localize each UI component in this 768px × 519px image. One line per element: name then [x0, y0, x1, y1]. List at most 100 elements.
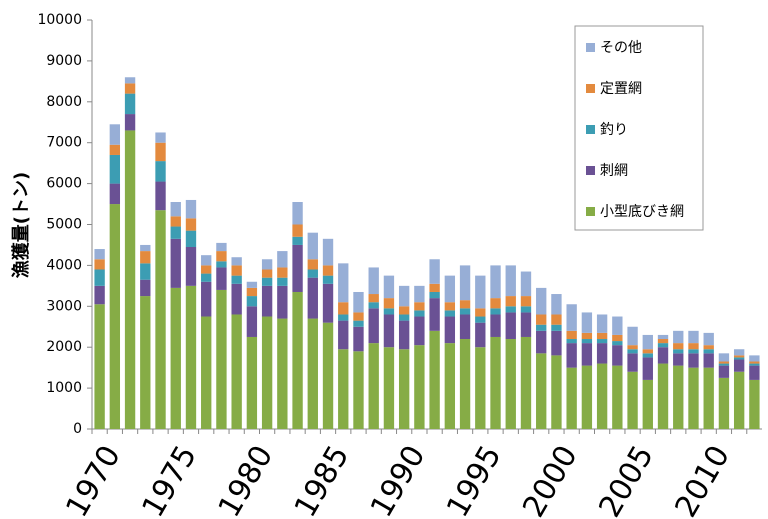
bar-segment: [155, 132, 166, 143]
y-tick-label: 7000: [46, 135, 82, 151]
bar-segment: [612, 334, 623, 342]
bar-segment: [459, 314, 471, 340]
bar-segment: [185, 246, 197, 286]
bar-segment: [109, 204, 121, 429]
bar-segment: [246, 287, 258, 297]
bar-segment: [170, 287, 181, 429]
y-tick-label: 2000: [46, 339, 82, 355]
bar-segment: [216, 289, 227, 429]
bar-segment: [657, 363, 669, 429]
bar-segment: [733, 349, 745, 356]
bar-segment: [566, 330, 577, 340]
bar-segment: [749, 355, 760, 362]
bar-segment: [109, 144, 121, 155]
bar-segment: [429, 259, 440, 284]
y-axis-title: 漁獲量(トン): [10, 172, 32, 278]
bar-segment: [414, 285, 425, 303]
bar-segment: [155, 210, 166, 429]
bar-segment: [322, 322, 334, 429]
legend-swatch: [586, 166, 595, 175]
bar-segment: [551, 330, 562, 356]
bar-segment: [718, 365, 730, 378]
bar-segment: [581, 332, 593, 340]
x-tick-label: 1985: [288, 440, 356, 519]
bar-segment: [657, 334, 669, 340]
bar-segment: [536, 314, 547, 325]
bar-segment: [749, 361, 760, 364]
bar-segment: [566, 367, 577, 429]
bar-segment: [749, 365, 760, 380]
bar-segment: [444, 316, 456, 344]
bar-segment: [612, 345, 623, 366]
bar-segment: [140, 296, 151, 429]
bar-segment: [688, 330, 699, 344]
bar-segment: [109, 154, 121, 184]
bar-segment: [307, 232, 318, 260]
legend-swatch: [586, 125, 595, 134]
bar-segment: [322, 275, 334, 284]
y-tick-label: 8000: [46, 94, 82, 110]
bar-segment: [429, 330, 440, 429]
bar-segment: [444, 302, 456, 311]
bar-segment: [536, 330, 547, 354]
bar-segment: [551, 355, 562, 429]
bar-segment: [398, 314, 410, 321]
x-tick-label: 1995: [440, 440, 508, 519]
bar-segment: [277, 267, 288, 278]
bar-segment: [596, 339, 608, 344]
bar-segment: [383, 314, 395, 348]
bar-segment: [718, 363, 730, 366]
legend-label: 刺網: [600, 163, 628, 179]
bar-segment: [612, 341, 623, 346]
bar-segment: [338, 263, 349, 303]
bar-segment: [566, 339, 577, 344]
bar-segment: [429, 291, 440, 299]
bar-segment: [368, 302, 379, 309]
bar-segment: [429, 298, 440, 331]
legend-label: 小型底びき網: [600, 204, 684, 220]
x-tick-label: 1970: [59, 440, 127, 519]
bar-segment: [475, 308, 486, 317]
bar-segment: [459, 265, 471, 301]
bar-segment: [368, 267, 379, 295]
legend-label: 定置網: [600, 81, 642, 97]
bar-segment: [627, 345, 638, 350]
bar-segment: [414, 310, 425, 317]
bar-segment: [185, 285, 197, 429]
bar-segment: [475, 275, 486, 309]
bar-segment: [414, 316, 425, 346]
bar-segment: [368, 308, 379, 344]
bar-segment: [505, 265, 516, 297]
bar-segment: [94, 304, 105, 429]
bar-segment: [261, 285, 273, 317]
bar-segment: [338, 302, 349, 315]
bar-segment: [140, 279, 151, 297]
bar-segment: [627, 326, 638, 346]
bar-segment: [124, 130, 136, 429]
y-tick-label: 9000: [46, 53, 82, 69]
bar-segment: [703, 353, 714, 368]
bar-segment: [718, 353, 730, 362]
y-tick-label: 4000: [46, 257, 82, 273]
bar-segment: [277, 251, 288, 268]
legend-swatch: [586, 84, 595, 93]
bar-segment: [505, 312, 516, 340]
bar-segment: [718, 377, 730, 429]
bar-segment: [231, 257, 242, 266]
bar-segment: [642, 334, 653, 350]
bar-segment: [307, 318, 318, 429]
bar-segment: [688, 349, 699, 354]
bar-segment: [231, 265, 242, 276]
bar-segment: [642, 357, 653, 380]
x-tick-label: 1980: [212, 440, 280, 519]
bar-segment: [703, 345, 714, 350]
bar-segment: [673, 365, 684, 429]
bar-segment: [627, 349, 638, 354]
bar-segment: [733, 359, 745, 372]
bar-segment: [353, 320, 364, 327]
bar-segment: [292, 291, 303, 429]
bar-segment: [124, 93, 136, 115]
legend-swatch: [586, 43, 595, 52]
bar-segment: [124, 77, 136, 84]
